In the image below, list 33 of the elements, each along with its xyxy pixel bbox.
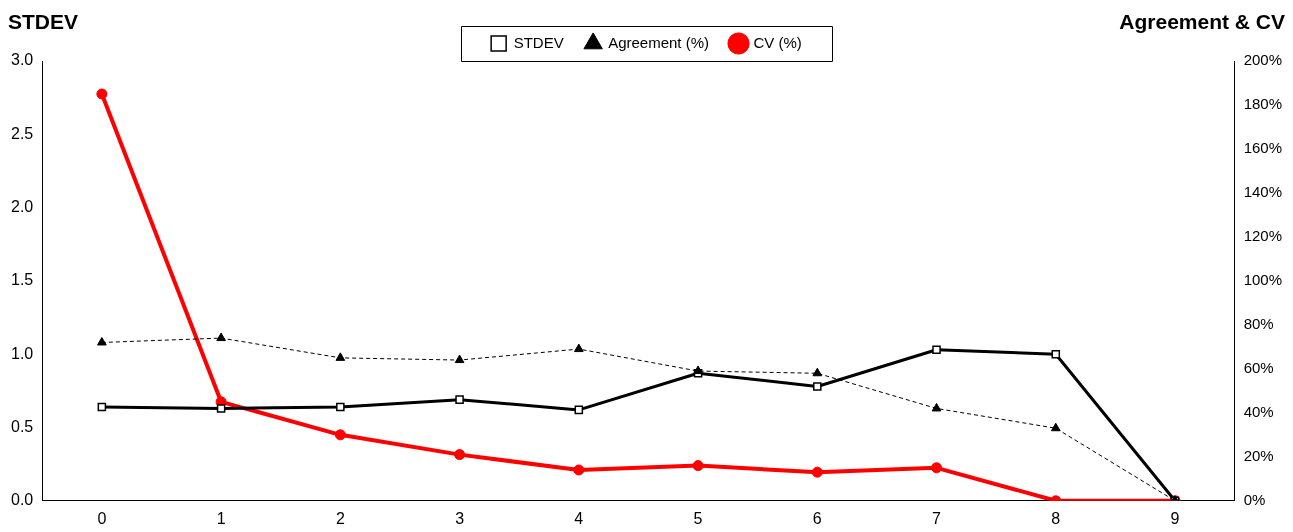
x-tick-label: 2 bbox=[335, 509, 345, 527]
y2-tick-label: 120% bbox=[1243, 227, 1283, 245]
x-tick-label: 3 bbox=[455, 509, 465, 527]
y2-tick-label: 200% bbox=[1243, 51, 1283, 69]
y-tick-label: 3.0 bbox=[10, 51, 34, 69]
x-tick-label: 8 bbox=[1051, 509, 1061, 527]
y2-tick-label: 20% bbox=[1243, 446, 1274, 464]
x-tick-label: 9 bbox=[1170, 509, 1180, 527]
x-tick-label: 1 bbox=[216, 509, 226, 527]
y2-tick-label: 100% bbox=[1243, 271, 1283, 289]
y-tick-label: 1.0 bbox=[10, 344, 34, 362]
y2-tick-label: 0% bbox=[1243, 490, 1266, 508]
y2-tick-label: 160% bbox=[1243, 139, 1283, 157]
y2-tick-label: 60% bbox=[1243, 359, 1274, 376]
y2-tick-label: 140% bbox=[1243, 183, 1283, 201]
y-tick-label: 0.0 bbox=[10, 491, 34, 509]
y2-axis-title: Agreement & CV bbox=[1119, 10, 1285, 34]
x-tick-label: 7 bbox=[932, 509, 942, 527]
y2-tick-label: 40% bbox=[1243, 402, 1274, 420]
y-tick-label: 2.0 bbox=[10, 198, 34, 216]
x-tick-label: 6 bbox=[812, 509, 822, 527]
y2-tick-label: 80% bbox=[1243, 315, 1274, 333]
x-tick-label: 5 bbox=[693, 509, 703, 527]
x-tick-label: 4 bbox=[574, 509, 584, 527]
legend-label: CV (%) bbox=[753, 33, 802, 51]
y-axis-title: STDEV bbox=[8, 10, 79, 34]
y-tick-label: 1.5 bbox=[10, 271, 34, 289]
x-tick-label: 0 bbox=[97, 509, 107, 527]
y2-tick-label: 180% bbox=[1243, 95, 1283, 113]
y-tick-label: 0.5 bbox=[10, 417, 34, 435]
legend-label: Agreement (%) bbox=[608, 33, 710, 51]
y-tick-label: 2.5 bbox=[10, 124, 34, 142]
legend-label: STDEV bbox=[513, 33, 564, 51]
